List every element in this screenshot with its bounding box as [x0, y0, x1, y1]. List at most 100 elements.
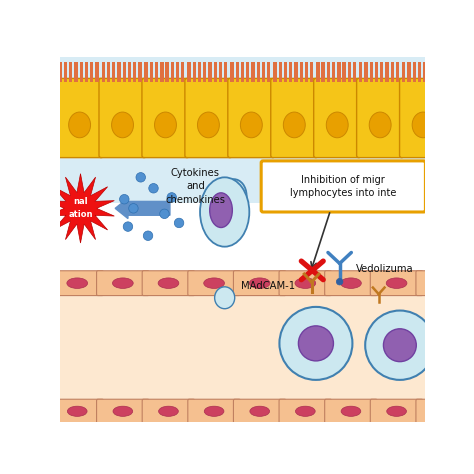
Bar [348, 62, 351, 82]
Bar [203, 62, 207, 82]
Bar [145, 62, 148, 82]
Bar [64, 62, 67, 82]
Ellipse shape [295, 278, 316, 288]
Bar [343, 62, 346, 82]
Bar [59, 62, 62, 82]
Bar [128, 62, 131, 82]
Bar [332, 62, 335, 82]
Bar [230, 62, 234, 82]
Ellipse shape [386, 278, 407, 288]
Ellipse shape [283, 112, 305, 138]
Bar [359, 62, 363, 82]
Bar [353, 62, 356, 82]
FancyBboxPatch shape [188, 399, 240, 423]
Bar [61, 57, 425, 203]
Bar [316, 62, 319, 82]
Ellipse shape [249, 278, 270, 288]
Bar [74, 62, 78, 82]
FancyBboxPatch shape [370, 271, 423, 296]
Bar [209, 62, 212, 82]
Bar [69, 62, 73, 82]
Bar [246, 62, 249, 82]
Circle shape [383, 329, 416, 362]
Bar [117, 62, 120, 82]
FancyBboxPatch shape [416, 399, 468, 423]
FancyBboxPatch shape [142, 399, 195, 423]
Bar [101, 62, 105, 82]
Circle shape [337, 278, 343, 285]
Ellipse shape [155, 112, 176, 138]
Bar [412, 62, 416, 82]
Text: Cytokines
and
chemokines: Cytokines and chemokines [165, 168, 226, 205]
Bar [391, 62, 394, 82]
Ellipse shape [215, 287, 235, 309]
Bar [155, 62, 158, 82]
Bar [192, 62, 196, 82]
Ellipse shape [369, 112, 391, 138]
Ellipse shape [326, 112, 348, 138]
Circle shape [128, 204, 138, 213]
Bar [428, 62, 432, 82]
Text: nal: nal [73, 197, 88, 206]
Bar [133, 62, 137, 82]
Bar [337, 62, 340, 82]
Ellipse shape [112, 278, 133, 288]
FancyBboxPatch shape [233, 399, 286, 423]
Ellipse shape [432, 406, 452, 416]
Bar [85, 62, 88, 82]
Bar [187, 62, 191, 82]
Circle shape [149, 183, 158, 193]
Bar [262, 62, 265, 82]
FancyBboxPatch shape [314, 78, 361, 158]
Bar [310, 62, 313, 82]
Bar [279, 62, 282, 82]
Bar [236, 62, 239, 82]
Bar [251, 62, 255, 82]
Ellipse shape [111, 112, 134, 138]
FancyBboxPatch shape [97, 399, 149, 423]
Circle shape [279, 307, 352, 380]
Bar [407, 62, 410, 82]
Ellipse shape [158, 278, 179, 288]
Ellipse shape [341, 406, 361, 416]
Bar [434, 62, 437, 82]
Bar [107, 62, 110, 82]
Bar [365, 62, 368, 82]
Ellipse shape [412, 112, 434, 138]
Bar [95, 62, 99, 82]
FancyBboxPatch shape [325, 399, 377, 423]
Circle shape [167, 192, 176, 202]
Bar [256, 62, 260, 82]
Ellipse shape [198, 112, 219, 138]
Bar [402, 62, 405, 82]
Circle shape [119, 194, 129, 204]
FancyBboxPatch shape [356, 78, 404, 158]
Text: Vedolizuma: Vedolizuma [356, 264, 414, 273]
Ellipse shape [113, 406, 133, 416]
FancyBboxPatch shape [400, 78, 447, 158]
Bar [321, 62, 325, 82]
Bar [123, 62, 126, 82]
FancyBboxPatch shape [228, 78, 275, 158]
Bar [90, 62, 93, 82]
Bar [300, 62, 303, 82]
FancyBboxPatch shape [142, 271, 195, 296]
Ellipse shape [295, 406, 315, 416]
FancyBboxPatch shape [97, 271, 149, 296]
Bar [138, 62, 142, 82]
Bar [241, 62, 244, 82]
Bar [219, 62, 222, 82]
FancyBboxPatch shape [279, 399, 332, 423]
FancyBboxPatch shape [416, 271, 468, 296]
Bar [294, 62, 298, 82]
Bar [160, 62, 164, 82]
Circle shape [123, 222, 133, 231]
FancyBboxPatch shape [185, 78, 232, 158]
FancyBboxPatch shape [233, 271, 286, 296]
Bar [61, 283, 425, 422]
Ellipse shape [250, 406, 270, 416]
FancyBboxPatch shape [99, 78, 146, 158]
Ellipse shape [221, 179, 246, 212]
FancyBboxPatch shape [188, 271, 240, 296]
FancyBboxPatch shape [56, 78, 103, 158]
